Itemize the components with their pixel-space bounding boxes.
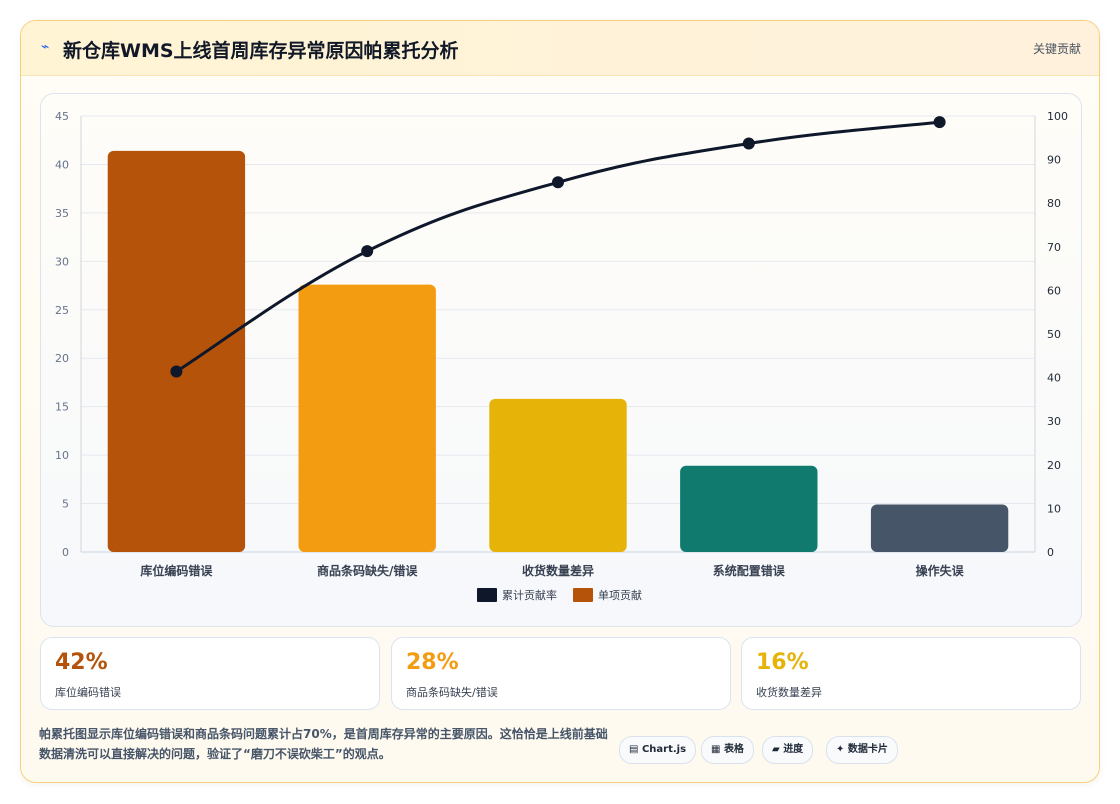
y-right-tick-label: 40 xyxy=(1047,372,1061,385)
stat-label: 商品条码缺失/错误 xyxy=(406,686,498,699)
stat-card-barcode: 28% 商品条码缺失/错误 xyxy=(391,637,731,710)
y-right-tick-label: 30 xyxy=(1047,415,1061,428)
y-left-tick-label: 20 xyxy=(55,352,69,365)
chart-panel: 0 5 10 15 20 25 30 35 40 45 0 10 20 30 40 50 60 70 80 90 100… xyxy=(40,93,1082,627)
legend-swatch xyxy=(573,588,593,602)
y-left-tick-label: 45 xyxy=(55,110,69,123)
stat-label: 收货数量差异 xyxy=(756,686,822,699)
pareto-chart: 0 5 10 15 20 25 30 35 40 45 0 10 20 30 40 50 60 70 80 90 100… xyxy=(55,110,1068,602)
chip-data-card[interactable]: ✦ 数据卡片 xyxy=(826,736,898,764)
bar-2 xyxy=(298,284,436,552)
stat-label: 库位编码错误 xyxy=(55,686,121,699)
bar-1 xyxy=(107,150,246,552)
sparkle-icon: ✦ xyxy=(836,744,845,755)
x-tick-label: 收货数量差异 xyxy=(522,563,594,578)
y-left-tick-label: 0 xyxy=(62,546,69,559)
y-left-tick-label: 25 xyxy=(55,304,69,317)
stat-value: 28% xyxy=(406,650,459,675)
y-left-tick-label: 40 xyxy=(55,158,69,171)
x-tick-label: 系统配置错误 xyxy=(713,563,786,578)
legend-swatch xyxy=(477,588,497,602)
cumulative-point xyxy=(170,365,183,378)
cumulative-point xyxy=(552,176,564,189)
legend-label: 单项贡献 xyxy=(598,588,642,602)
chip-table[interactable]: ▦ 表格 xyxy=(701,736,754,764)
y-right-tick-label: 80 xyxy=(1047,197,1061,210)
y-right-tick-label: 0 xyxy=(1047,546,1054,559)
chip-label: 进度 xyxy=(783,744,804,755)
y-left-tick-label: 30 xyxy=(55,255,69,268)
table-icon: ▦ xyxy=(711,744,721,755)
stat-value: 42% xyxy=(55,650,108,675)
x-tick-label: 商品条码缺失/错误 xyxy=(317,563,418,578)
y-left-tick-label: 10 xyxy=(55,449,69,462)
y-right-tick-label: 50 xyxy=(1047,328,1061,341)
card-header: ⌁ 新仓库WMS上线首周库存异常原因帕累托分析 关键贡献 xyxy=(21,21,1099,76)
progress-icon: ▰ xyxy=(772,744,780,755)
y-right-tick-label: 60 xyxy=(1047,284,1061,297)
y-right-tick-label: 100 xyxy=(1047,110,1068,123)
cumulative-point xyxy=(742,137,755,150)
chip-label: 表格 xyxy=(723,744,744,755)
y-left-tick-label: 35 xyxy=(55,207,69,220)
cumulative-point xyxy=(361,245,374,258)
chart-icon: ▤ xyxy=(629,744,639,755)
chip-chartjs[interactable]: ▤ Chart.js xyxy=(619,736,697,764)
y-right-tick-label: 10 xyxy=(1047,502,1061,515)
y-left-tick-label: 5 xyxy=(62,498,69,511)
summary-note: 帕累托图显示库位编码错误和商品条码问题累计占70%，是首周库存异常的主要原因。这… xyxy=(39,727,608,761)
bar-5 xyxy=(870,504,1009,552)
pulse-icon: ⌁ xyxy=(41,39,50,55)
stat-card-location-code: 42% 库位编码错误 xyxy=(40,637,380,710)
bar-4 xyxy=(680,465,818,552)
chip-progress[interactable]: ▰ 进度 xyxy=(762,736,814,764)
chip-label: Chart.js xyxy=(641,744,687,755)
stat-card-receiving: 16% 收货数量差异 xyxy=(741,637,1081,710)
chip-label: 数据卡片 xyxy=(847,744,888,755)
legend-label: 累计贡献率 xyxy=(502,588,557,602)
y-right-tick-label: 70 xyxy=(1047,241,1061,254)
key-contribution-badge: 关键贡献 xyxy=(1032,42,1081,56)
x-tick-label: 库位编码错误 xyxy=(140,563,213,578)
report-card: ⌁ 新仓库WMS上线首周库存异常原因帕累托分析 关键贡献 0 5 10 15 20 25 3… xyxy=(20,20,1100,783)
cumulative-point xyxy=(933,116,946,129)
cumulative-line xyxy=(175,120,940,373)
bar-3 xyxy=(489,398,627,552)
stat-value: 16% xyxy=(756,650,809,675)
page-title: 新仓库WMS上线首周库存异常原因帕累托分析 xyxy=(63,40,459,62)
y-left-tick-label: 15 xyxy=(55,401,69,414)
y-right-tick-label: 20 xyxy=(1047,459,1061,472)
y-right-tick-label: 90 xyxy=(1047,154,1061,167)
x-tick-label: 操作失误 xyxy=(916,563,965,578)
